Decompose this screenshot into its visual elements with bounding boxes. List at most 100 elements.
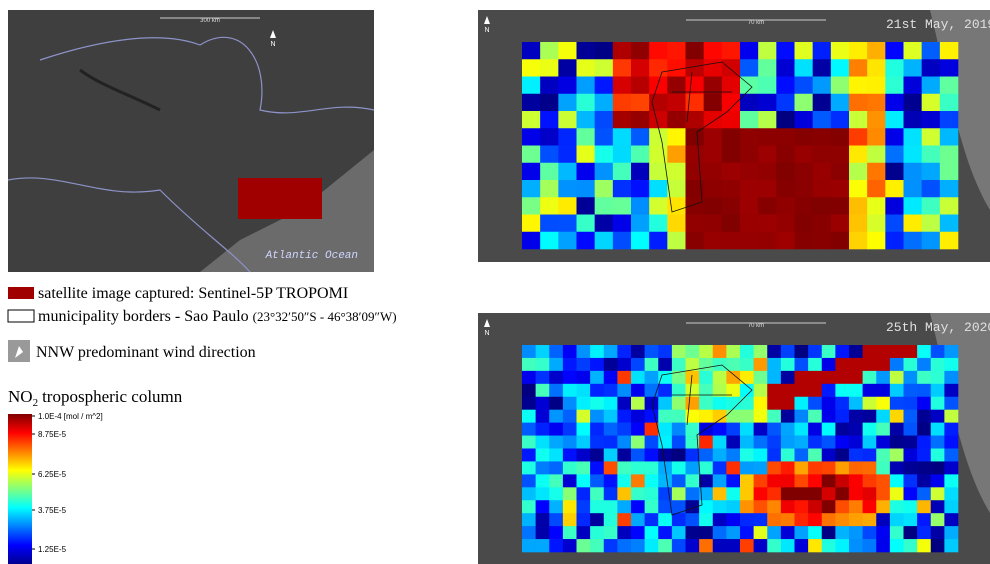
pixel (563, 410, 577, 423)
pixel (822, 410, 836, 423)
pixel (631, 436, 645, 449)
pixel (849, 423, 863, 436)
pixel (522, 526, 536, 539)
pixel (577, 180, 595, 198)
pixel (577, 526, 591, 539)
pixel (645, 513, 659, 526)
pixel (740, 163, 758, 181)
pixel (831, 232, 849, 250)
pixel (577, 436, 591, 449)
pixel (686, 42, 704, 60)
pixel (835, 474, 849, 487)
pixel (917, 487, 931, 500)
pixel (917, 474, 931, 487)
pixel (645, 423, 659, 436)
pixel (577, 59, 595, 77)
pixel (577, 197, 595, 215)
pixel (885, 232, 903, 250)
pixel (713, 436, 727, 449)
pixel (795, 358, 809, 371)
pixel (931, 423, 945, 436)
pixel (822, 513, 836, 526)
pixel (795, 59, 813, 77)
pixel (577, 500, 591, 513)
pixel (795, 513, 809, 526)
pixel (590, 345, 604, 358)
pixel (522, 461, 536, 474)
pixel (740, 423, 754, 436)
pixel (722, 128, 740, 146)
pixel (658, 358, 672, 371)
pixel (922, 232, 940, 250)
pixel (849, 474, 863, 487)
pixel (522, 487, 536, 500)
pixel (549, 513, 563, 526)
pixel (831, 180, 849, 198)
pixel (704, 42, 722, 60)
pixel (890, 345, 904, 358)
pixel (931, 345, 945, 358)
pixel (577, 146, 595, 164)
pixel (577, 42, 595, 60)
pixel (831, 77, 849, 95)
pixel (931, 500, 945, 513)
pixel (922, 215, 940, 233)
pixel (831, 59, 849, 77)
pixel (613, 180, 631, 198)
pixel (604, 513, 618, 526)
pixel (549, 436, 563, 449)
pixel (795, 77, 813, 95)
pixel (667, 77, 685, 95)
pixel (726, 474, 740, 487)
pixel (917, 436, 931, 449)
pixel (713, 487, 727, 500)
pixel (808, 423, 822, 436)
pixel (617, 345, 631, 358)
pixel (776, 197, 794, 215)
pixel (904, 180, 922, 198)
north-label: N (484, 330, 489, 337)
pixel (549, 358, 563, 371)
pixel (549, 410, 563, 423)
pixel (686, 215, 704, 233)
pixel (776, 42, 794, 60)
pixel (813, 146, 831, 164)
pixel (631, 128, 649, 146)
pixel (522, 197, 540, 215)
pixel (835, 500, 849, 513)
pixel (904, 526, 918, 539)
pixel (931, 513, 945, 526)
pixel (754, 384, 768, 397)
pixel (649, 232, 667, 250)
pixel (631, 42, 649, 60)
pixel (604, 449, 618, 462)
pixel (667, 94, 685, 112)
pixel (922, 77, 940, 95)
pixel (558, 59, 576, 77)
pixel (595, 77, 613, 95)
pixel (776, 77, 794, 95)
pixel (522, 94, 540, 112)
pixel (595, 146, 613, 164)
pixel (613, 232, 631, 250)
pixel (577, 423, 591, 436)
pixel (617, 526, 631, 539)
pixel (758, 77, 776, 95)
pixel (813, 215, 831, 233)
pixel (631, 111, 649, 129)
pixel (686, 232, 704, 250)
pixel (885, 163, 903, 181)
pixel (722, 146, 740, 164)
pixel (876, 423, 890, 436)
pixel (558, 94, 576, 112)
pixel (672, 487, 686, 500)
legend-text: municipality borders - Sao Paulo(23°32′5… (38, 308, 397, 325)
pixel (890, 423, 904, 436)
pixel (835, 461, 849, 474)
pixel (758, 111, 776, 129)
pixel (813, 94, 831, 112)
pixel (776, 128, 794, 146)
pixel (781, 539, 795, 552)
pixel (940, 94, 958, 112)
pixel (940, 77, 958, 95)
